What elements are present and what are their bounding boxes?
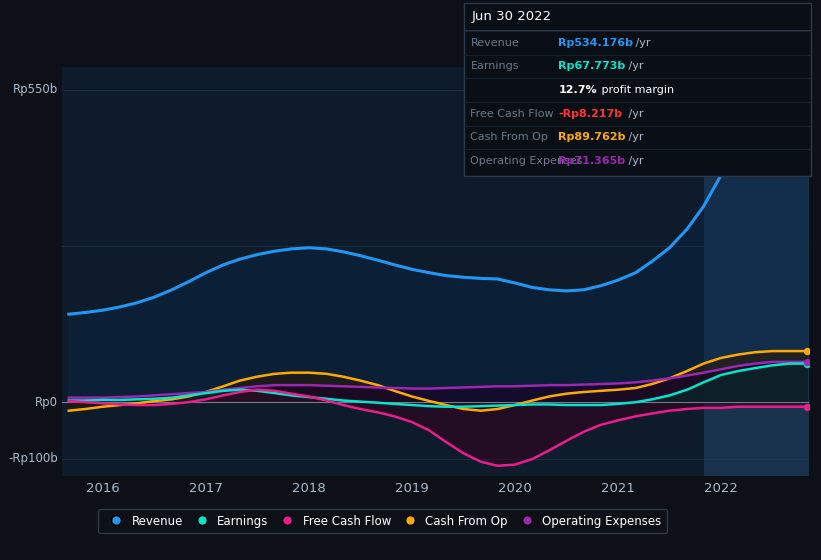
Text: Rp550b: Rp550b: [12, 83, 57, 96]
Text: /yr: /yr: [625, 109, 644, 119]
Text: Earnings: Earnings: [470, 62, 519, 71]
Text: profit margin: profit margin: [598, 85, 674, 95]
Legend: Revenue, Earnings, Free Cash Flow, Cash From Op, Operating Expenses: Revenue, Earnings, Free Cash Flow, Cash …: [99, 508, 667, 534]
Text: Cash From Op: Cash From Op: [470, 132, 548, 142]
Text: -Rp8.217b: -Rp8.217b: [558, 109, 622, 119]
Text: /yr: /yr: [625, 62, 644, 71]
Text: Free Cash Flow: Free Cash Flow: [470, 109, 554, 119]
Text: Rp67.773b: Rp67.773b: [558, 62, 626, 71]
Bar: [704, 67, 809, 476]
Point: [800, 95, 813, 104]
Point: [800, 359, 813, 368]
Text: Rp534.176b: Rp534.176b: [558, 38, 633, 48]
Text: Rp89.762b: Rp89.762b: [558, 132, 626, 142]
Text: /yr: /yr: [632, 38, 651, 48]
Text: Rp71.365b: Rp71.365b: [558, 156, 626, 166]
Text: Rp0: Rp0: [34, 396, 57, 409]
Text: Jun 30 2022: Jun 30 2022: [472, 10, 553, 22]
Text: Operating Expenses: Operating Expenses: [470, 156, 583, 166]
Point: [800, 347, 813, 356]
Text: /yr: /yr: [625, 132, 644, 142]
Text: /yr: /yr: [625, 156, 644, 166]
Text: 12.7%: 12.7%: [558, 85, 597, 95]
Point: [800, 357, 813, 366]
Text: -Rp100b: -Rp100b: [8, 452, 57, 465]
Point: [800, 402, 813, 411]
Text: Revenue: Revenue: [470, 38, 519, 48]
